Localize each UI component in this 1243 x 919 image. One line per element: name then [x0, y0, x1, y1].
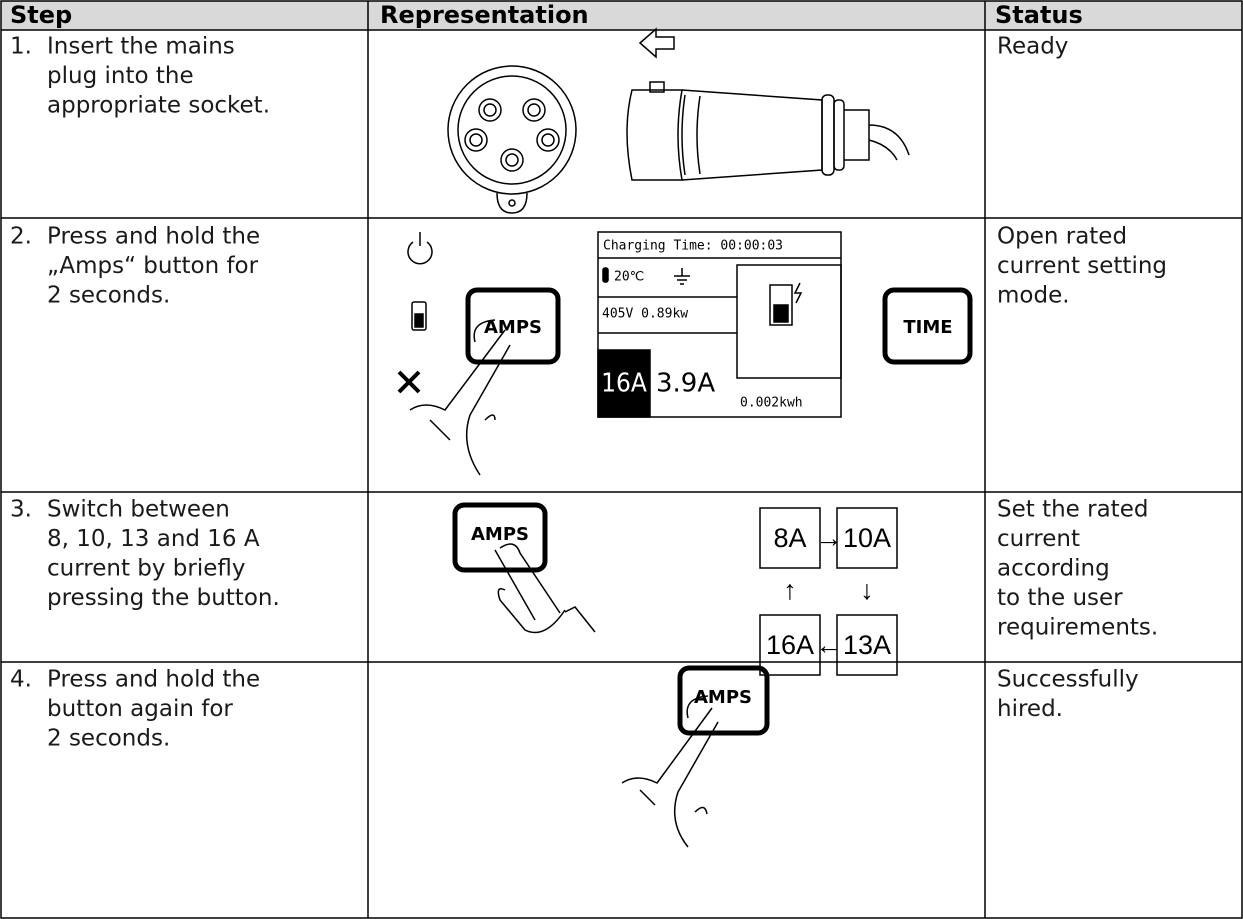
row4-illustration	[621, 665, 770, 848]
status-text: current setting	[997, 253, 1167, 279]
step-text: Switch between	[47, 497, 230, 523]
step-text: 2 seconds.	[47, 726, 170, 752]
button-label: AMPS	[694, 687, 752, 708]
display-current: 3.9A	[656, 369, 715, 399]
status-text: Successfully	[997, 667, 1139, 693]
row3-illustration	[452, 502, 898, 676]
current-option: 8A	[773, 523, 806, 553]
step-number: 2.	[10, 224, 32, 250]
status-text: Set the rated	[997, 497, 1148, 523]
button-label: AMPS	[471, 524, 529, 545]
step-number: 4.	[10, 667, 32, 693]
step-text: current by briefly	[47, 556, 246, 582]
display-text: 20℃	[614, 270, 644, 285]
status-text: according	[997, 556, 1110, 582]
cycle-arrow: ←	[816, 630, 843, 660]
cycle-arrow: ↑	[783, 575, 797, 605]
step-text: „Amps“ button for	[47, 253, 259, 279]
status-text: to the user	[997, 585, 1123, 611]
step-text: Press and hold the	[47, 667, 260, 693]
step-text: 2 seconds.	[47, 283, 170, 309]
header-cell: Representation	[380, 1, 589, 29]
step-number: 3.	[10, 497, 32, 523]
display-text: 0.002kwh	[740, 396, 803, 411]
step-text: Press and hold the	[47, 224, 260, 250]
status-text: Ready	[997, 34, 1068, 60]
cycle-arrow: ↓	[860, 575, 874, 605]
step-text: button again for	[47, 696, 233, 722]
button-label: AMPS	[484, 317, 542, 338]
status-text: current	[997, 526, 1080, 552]
step-text: 8, 10, 13 and 16 A	[47, 526, 260, 552]
header-cell: Status	[995, 1, 1083, 29]
rows: 1. Insert the mains plug into the appropria…	[10, 34, 1167, 752]
step-text: plug into the	[47, 63, 194, 89]
display-rated: 16A	[601, 369, 647, 399]
current-option: 13A	[843, 630, 891, 660]
display-text: 405V 0.89kw	[602, 307, 688, 322]
current-option: 10A	[843, 523, 891, 553]
status-text: hired.	[997, 696, 1063, 722]
display-text: Charging Time: 00:00:03	[603, 239, 783, 254]
button-label: TIME	[903, 317, 952, 338]
cycle-arrow: →	[816, 523, 843, 553]
current-option: 16A	[766, 630, 814, 660]
step-text: Insert the mains	[47, 34, 235, 60]
step-text: appropriate socket.	[47, 93, 270, 119]
socket-plug-illustration	[447, 27, 910, 214]
status-text: Open rated	[997, 224, 1127, 250]
header-cell: Step	[10, 1, 72, 29]
row2-illustration	[397, 231, 973, 476]
status-text: requirements.	[997, 615, 1158, 641]
status-text: mode.	[997, 283, 1070, 309]
step-number: 1.	[10, 34, 32, 60]
step-text: pressing the button.	[47, 585, 280, 611]
